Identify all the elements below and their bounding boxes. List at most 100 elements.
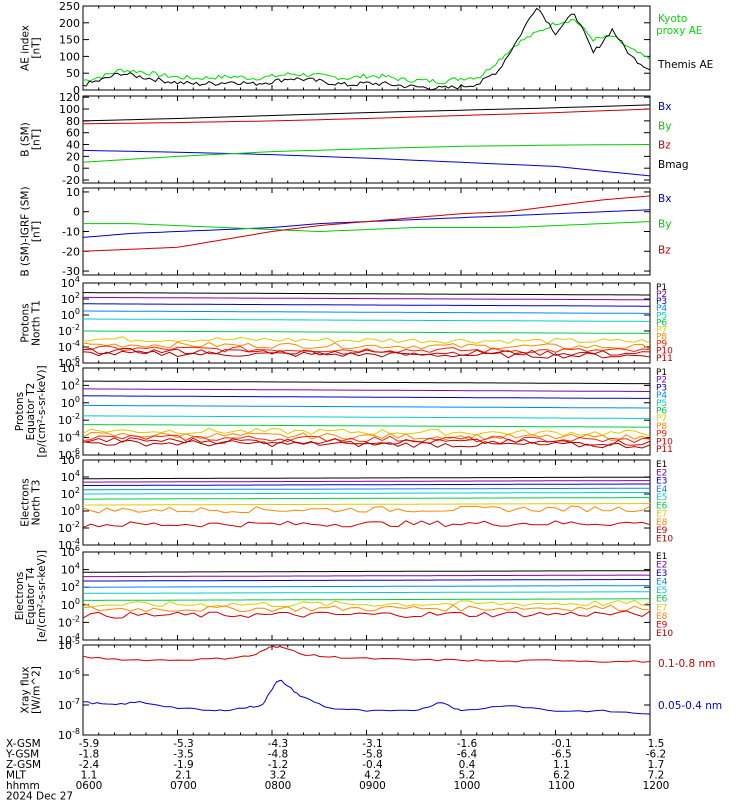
x-tick-label: -4.8 bbox=[268, 749, 289, 761]
panel-frame bbox=[82, 644, 651, 736]
legend-label: E7 bbox=[656, 603, 667, 613]
y-axis-label: AE index bbox=[20, 25, 32, 71]
y-tick-label: 104 bbox=[61, 360, 80, 375]
y-tick-label: 104 bbox=[61, 275, 80, 290]
y-tick-label: 100 bbox=[61, 395, 80, 410]
y-tick-label: 10-6 bbox=[58, 667, 80, 682]
x-tick-label: 0.4 bbox=[459, 759, 476, 771]
legend-label: E5 bbox=[656, 493, 667, 503]
y-axis-label: Electrons bbox=[14, 572, 26, 621]
legend-label: E1 bbox=[656, 460, 667, 470]
y-tick-label: 100 bbox=[59, 50, 80, 63]
y-tick-label: -20 bbox=[62, 245, 80, 258]
y-tick-label: 200 bbox=[59, 17, 80, 30]
panel-1: 0 50 100 150 200 250 AE index [nT] Kyoto proxy AE… bbox=[20, 0, 714, 97]
plot-area bbox=[83, 7, 650, 90]
legend-label: Bmag bbox=[658, 159, 689, 171]
channel-line-p8 bbox=[83, 341, 650, 351]
y-tick-label: 10-2 bbox=[58, 614, 80, 629]
y-axis-label: [nT] bbox=[31, 37, 43, 58]
x-row-label: hhmm bbox=[6, 780, 40, 792]
legend-label: E8 bbox=[656, 518, 668, 528]
channel-line-p10 bbox=[83, 437, 650, 446]
channel-line-p6 bbox=[83, 424, 650, 428]
y-tick-label: 10-2 bbox=[58, 520, 80, 535]
channel-line-p2 bbox=[83, 388, 650, 392]
y-axis-label: Electrons bbox=[20, 478, 32, 527]
channel-line-p11 bbox=[83, 350, 650, 359]
legend-label: 0.1-0.8 nm bbox=[658, 658, 715, 670]
channel-line-e4 bbox=[83, 585, 650, 588]
channel-line-e2 bbox=[83, 480, 650, 483]
channel-line-e7 bbox=[83, 599, 650, 608]
legend-label: P6 bbox=[656, 318, 667, 328]
x-tick-label: 6.2 bbox=[553, 770, 570, 782]
y-axis-label: [p/(cm²-s-sr-keV)] bbox=[36, 365, 48, 457]
x-tick-label: -5.8 bbox=[362, 749, 383, 761]
channel-line-e3 bbox=[83, 579, 650, 582]
x-tick-label: -0.1 bbox=[551, 738, 572, 750]
y-tick-label: 100 bbox=[61, 597, 80, 612]
x-tick-label: -2.4 bbox=[79, 759, 100, 771]
x-row-label: MLT bbox=[6, 770, 26, 782]
x-tick-label: 3.2 bbox=[270, 770, 287, 782]
series-line-kyoto-proxy-ae bbox=[83, 18, 650, 85]
legend-label: P8 bbox=[656, 333, 667, 343]
series-line-by bbox=[83, 221, 650, 233]
y-axis-label: Equator T2 bbox=[25, 383, 37, 441]
y-axis-label: [nT] bbox=[31, 221, 43, 242]
channel-line-p2 bbox=[83, 296, 650, 301]
legend-label: P9 bbox=[656, 340, 667, 350]
plot-area bbox=[83, 292, 650, 359]
y-tick-label: 10-7 bbox=[58, 697, 80, 712]
legend-label: P2 bbox=[656, 290, 667, 300]
x-tick-label: -4.3 bbox=[268, 738, 289, 750]
y-tick-label: 102 bbox=[61, 579, 80, 594]
y-tick-label: 10-2 bbox=[58, 412, 80, 427]
legend-label: E3 bbox=[656, 477, 667, 487]
legend-label: P4 bbox=[656, 304, 667, 314]
plot-area bbox=[83, 104, 650, 177]
x-tick-label: 1.1 bbox=[81, 770, 98, 782]
y-tick-label: -30 bbox=[62, 265, 80, 278]
y-tick-label: -10 bbox=[62, 226, 80, 239]
y-axis-label: [e/(cm²-s-sr-keV)] bbox=[36, 550, 48, 642]
plot-area bbox=[83, 195, 650, 252]
x-tick-label: 1100 bbox=[548, 780, 575, 792]
legend-label: E4 bbox=[656, 485, 668, 495]
y-tick-label: 10-8 bbox=[58, 727, 80, 742]
x-tick-label: -6.5 bbox=[551, 749, 572, 761]
channel-line-p5 bbox=[83, 415, 650, 419]
channel-line-e1 bbox=[83, 570, 650, 573]
legend-label: P1 bbox=[656, 368, 667, 378]
y-tick-label: 20 bbox=[66, 150, 80, 163]
legend-label: P1 bbox=[656, 283, 667, 293]
legend-label: E1 bbox=[656, 552, 667, 562]
channel-line-p5 bbox=[83, 318, 650, 322]
channel-line-p1 bbox=[83, 292, 650, 296]
x-tick-label: -6.2 bbox=[646, 749, 667, 761]
channel-line-e7 bbox=[83, 503, 650, 506]
x-tick-label: -5.9 bbox=[79, 738, 100, 750]
y-tick-label: 10-4 bbox=[58, 339, 80, 354]
y-axis-label: Protons bbox=[20, 303, 32, 342]
y-tick-label: 0 bbox=[73, 84, 80, 97]
legend-label: Kyoto proxy AE bbox=[656, 13, 702, 37]
channel-line-p9 bbox=[83, 345, 650, 354]
x-tick-label: -1.6 bbox=[457, 738, 478, 750]
legend-label: P11 bbox=[656, 445, 673, 455]
x-tick-label: 1.1 bbox=[553, 759, 570, 771]
legend-label: E8 bbox=[656, 612, 668, 622]
legend-label: Bz bbox=[658, 244, 671, 256]
legend-label: E10 bbox=[656, 534, 673, 544]
y-axis-label: North T3 bbox=[31, 480, 43, 526]
series-line-0-1-0-8-nm bbox=[83, 645, 650, 663]
legend-label: P4 bbox=[656, 391, 667, 401]
channel-line-p1 bbox=[83, 380, 650, 385]
y-tick-label: 10-5 bbox=[58, 637, 80, 652]
x-tick-label: 7.2 bbox=[648, 770, 665, 782]
y-tick-label: 150 bbox=[59, 34, 80, 47]
